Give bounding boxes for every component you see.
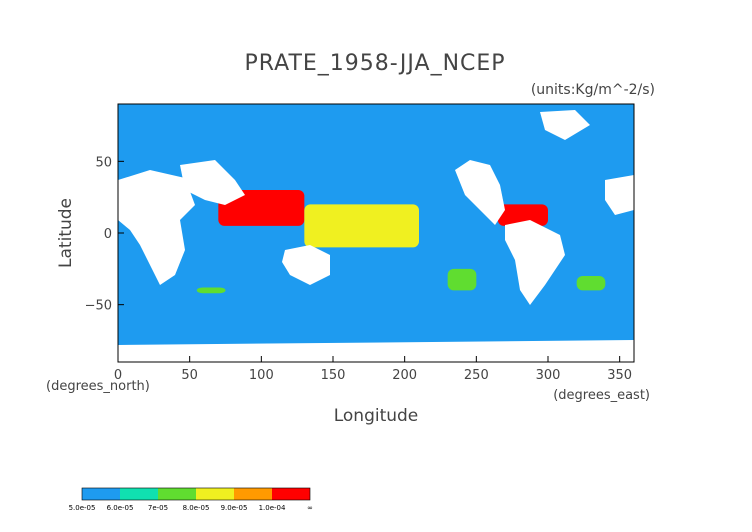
precip-region-4 [304,204,419,248]
colorbar-label: 8.0e-05 [183,504,210,512]
precip-region-7 [196,287,226,294]
land-africa [118,170,195,285]
colorbar-swatch [82,488,120,500]
x-tick-label: 350 [607,368,632,383]
land-greenland [540,110,590,140]
colorbar-swatch [272,488,310,500]
x-tick-label: 250 [464,368,489,383]
land-north-america [455,160,505,225]
colorbar-label: 7e-05 [148,504,168,512]
colorbar-swatch [120,488,158,500]
x-axis-label: Longitude [334,406,419,426]
colorbar-label: 9.0e-05 [221,504,248,512]
chart-title: PRATE_1958-JJA_NCEP [244,51,505,76]
precip-region-2 [497,204,548,226]
colorbar-swatch [234,488,272,500]
precip-region-0 [218,190,305,226]
land-south-america [505,220,565,305]
x-tick-label: 50 [181,368,198,383]
land-australia [282,245,330,285]
y-axis-label: Latitude [56,198,76,268]
x-unit-note: (degrees_east) [553,388,650,403]
precip-region-6 [576,276,606,291]
colorbar-label: ∞ [307,504,313,512]
plot-area [117,103,635,363]
x-tick-label: 100 [249,368,274,383]
y-tick-label: −50 [85,299,112,314]
precip-regions [125,190,606,294]
y-tick-label: 0 [104,227,112,242]
colorbar-label: 1.0e-04 [259,504,286,512]
y-axis-ticks: 50 0 −50 [85,155,124,314]
x-tick-label: 300 [536,368,561,383]
land-mask [118,110,634,362]
x-tick-label: 0 [114,368,122,383]
x-axis-ticks: 0 50 100 150 200 250 300 350 [114,356,632,383]
colorbar: 5.0e-05 6.0e-05 7e-05 8.0e-05 9.0e-05 1.0e-04… [69,487,313,512]
x-tick-label: 150 [321,368,346,383]
colorbar-swatch [158,488,196,500]
y-tick-label: 50 [95,155,112,170]
land-asia [180,160,245,205]
precip-region-5 [447,268,477,291]
colorbar-frame [81,487,311,501]
x-tick-label: 200 [392,368,417,383]
land-antarctica [118,340,634,362]
units-label: (units:Kg/m^-2/s) [531,82,655,98]
land-europe-east [605,175,634,215]
colorbar-swatch [196,488,234,500]
y-unit-note: (degrees_north) [46,379,150,394]
colorbar-label: 5.0e-05 [69,504,96,512]
colorbar-label: 6.0e-05 [107,504,134,512]
